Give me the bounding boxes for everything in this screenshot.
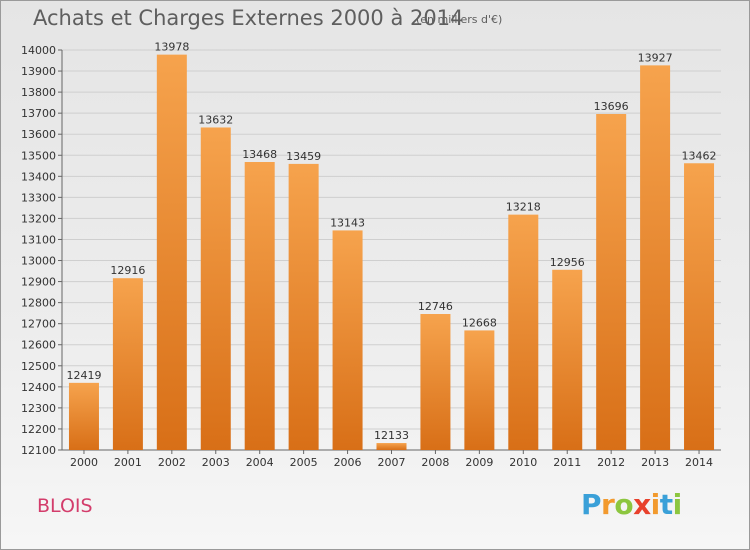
x-tick-label: 2002 xyxy=(158,456,186,469)
y-tick-label: 12300 xyxy=(21,402,56,415)
x-tick-label: 2010 xyxy=(509,456,537,469)
y-tick-label: 12400 xyxy=(21,381,56,394)
data-label: 13218 xyxy=(506,201,541,214)
data-label: 12419 xyxy=(66,369,101,382)
chart-title: Achats et Charges Externes 2000 à 2014 xyxy=(33,6,464,30)
y-tick-label: 12100 xyxy=(21,444,56,457)
data-label: 12668 xyxy=(462,316,497,329)
x-tick-label: 2005 xyxy=(290,456,318,469)
y-tick-label: 12200 xyxy=(21,423,56,436)
bar xyxy=(420,314,451,450)
x-tick-label: 2014 xyxy=(685,456,713,469)
bar xyxy=(288,163,319,451)
data-label: 12956 xyxy=(550,256,585,269)
x-tick-label: 2007 xyxy=(378,456,406,469)
data-label: 12916 xyxy=(110,264,145,277)
data-label: 13696 xyxy=(594,100,629,113)
y-tick-label: 13700 xyxy=(21,107,56,120)
bar xyxy=(68,382,99,450)
y-tick-label: 14000 xyxy=(21,44,56,57)
city-label: BLOIS xyxy=(37,495,93,517)
y-tick-label: 13500 xyxy=(21,149,56,162)
y-tick-label: 13300 xyxy=(21,191,56,204)
y-tick-label: 13900 xyxy=(21,65,56,78)
y-tick-label: 13200 xyxy=(21,212,56,225)
data-label: 12133 xyxy=(374,429,409,442)
bar xyxy=(684,163,715,450)
y-tick-label: 12700 xyxy=(21,318,56,331)
y-tick-label: 12800 xyxy=(21,297,56,310)
y-tick-label: 13100 xyxy=(21,233,56,246)
x-axis-ticks: 2000 2001 2002 2003 2004 2005 2006 2007 2008 2009… xyxy=(70,450,713,469)
y-axis-ticks: 12100 12200 12300 12400 12500 12600 12700 12800… xyxy=(21,44,62,457)
data-label: 13632 xyxy=(198,113,233,126)
x-tick-label: 2006 xyxy=(334,456,362,469)
proxiti-logo[interactable]: Proxiti xyxy=(581,488,682,521)
x-tick-label: 2004 xyxy=(246,456,274,469)
bar xyxy=(596,114,627,450)
x-tick-label: 2000 xyxy=(70,456,98,469)
bar xyxy=(508,214,539,450)
data-label: 13978 xyxy=(154,41,189,54)
data-label: 13468 xyxy=(242,148,277,161)
bar xyxy=(640,65,671,451)
data-label: 12746 xyxy=(418,300,453,313)
y-tick-label: 13400 xyxy=(21,170,56,183)
x-tick-label: 2009 xyxy=(465,456,493,469)
bar xyxy=(552,269,583,450)
bar xyxy=(112,278,143,450)
x-tick-label: 2011 xyxy=(553,456,581,469)
bar xyxy=(376,443,407,450)
x-tick-label: 2012 xyxy=(597,456,625,469)
x-tick-label: 2008 xyxy=(421,456,449,469)
y-tick-label: 13600 xyxy=(21,128,56,141)
y-tick-label: 12600 xyxy=(21,339,56,352)
x-tick-label: 2003 xyxy=(202,456,230,469)
y-tick-label: 12500 xyxy=(21,360,56,373)
x-tick-label: 2001 xyxy=(114,456,142,469)
data-label: 13143 xyxy=(330,216,365,229)
bar xyxy=(332,230,363,450)
x-tick-label: 2013 xyxy=(641,456,669,469)
bars xyxy=(68,54,715,451)
y-tick-label: 13800 xyxy=(21,86,56,99)
data-label: 13927 xyxy=(638,51,673,64)
y-tick-label: 12900 xyxy=(21,276,56,289)
bar xyxy=(464,330,495,450)
data-labels: 12419 12916 13978 13632 13468 13459 13143 12133… xyxy=(66,41,716,442)
data-label: 13459 xyxy=(286,150,321,163)
bar xyxy=(156,54,187,450)
data-label: 13462 xyxy=(682,149,717,162)
chart-subtitle: (en milliers d'€) xyxy=(416,13,503,26)
y-tick-label: 13000 xyxy=(21,255,56,268)
bar xyxy=(244,162,275,450)
bar xyxy=(200,127,231,450)
